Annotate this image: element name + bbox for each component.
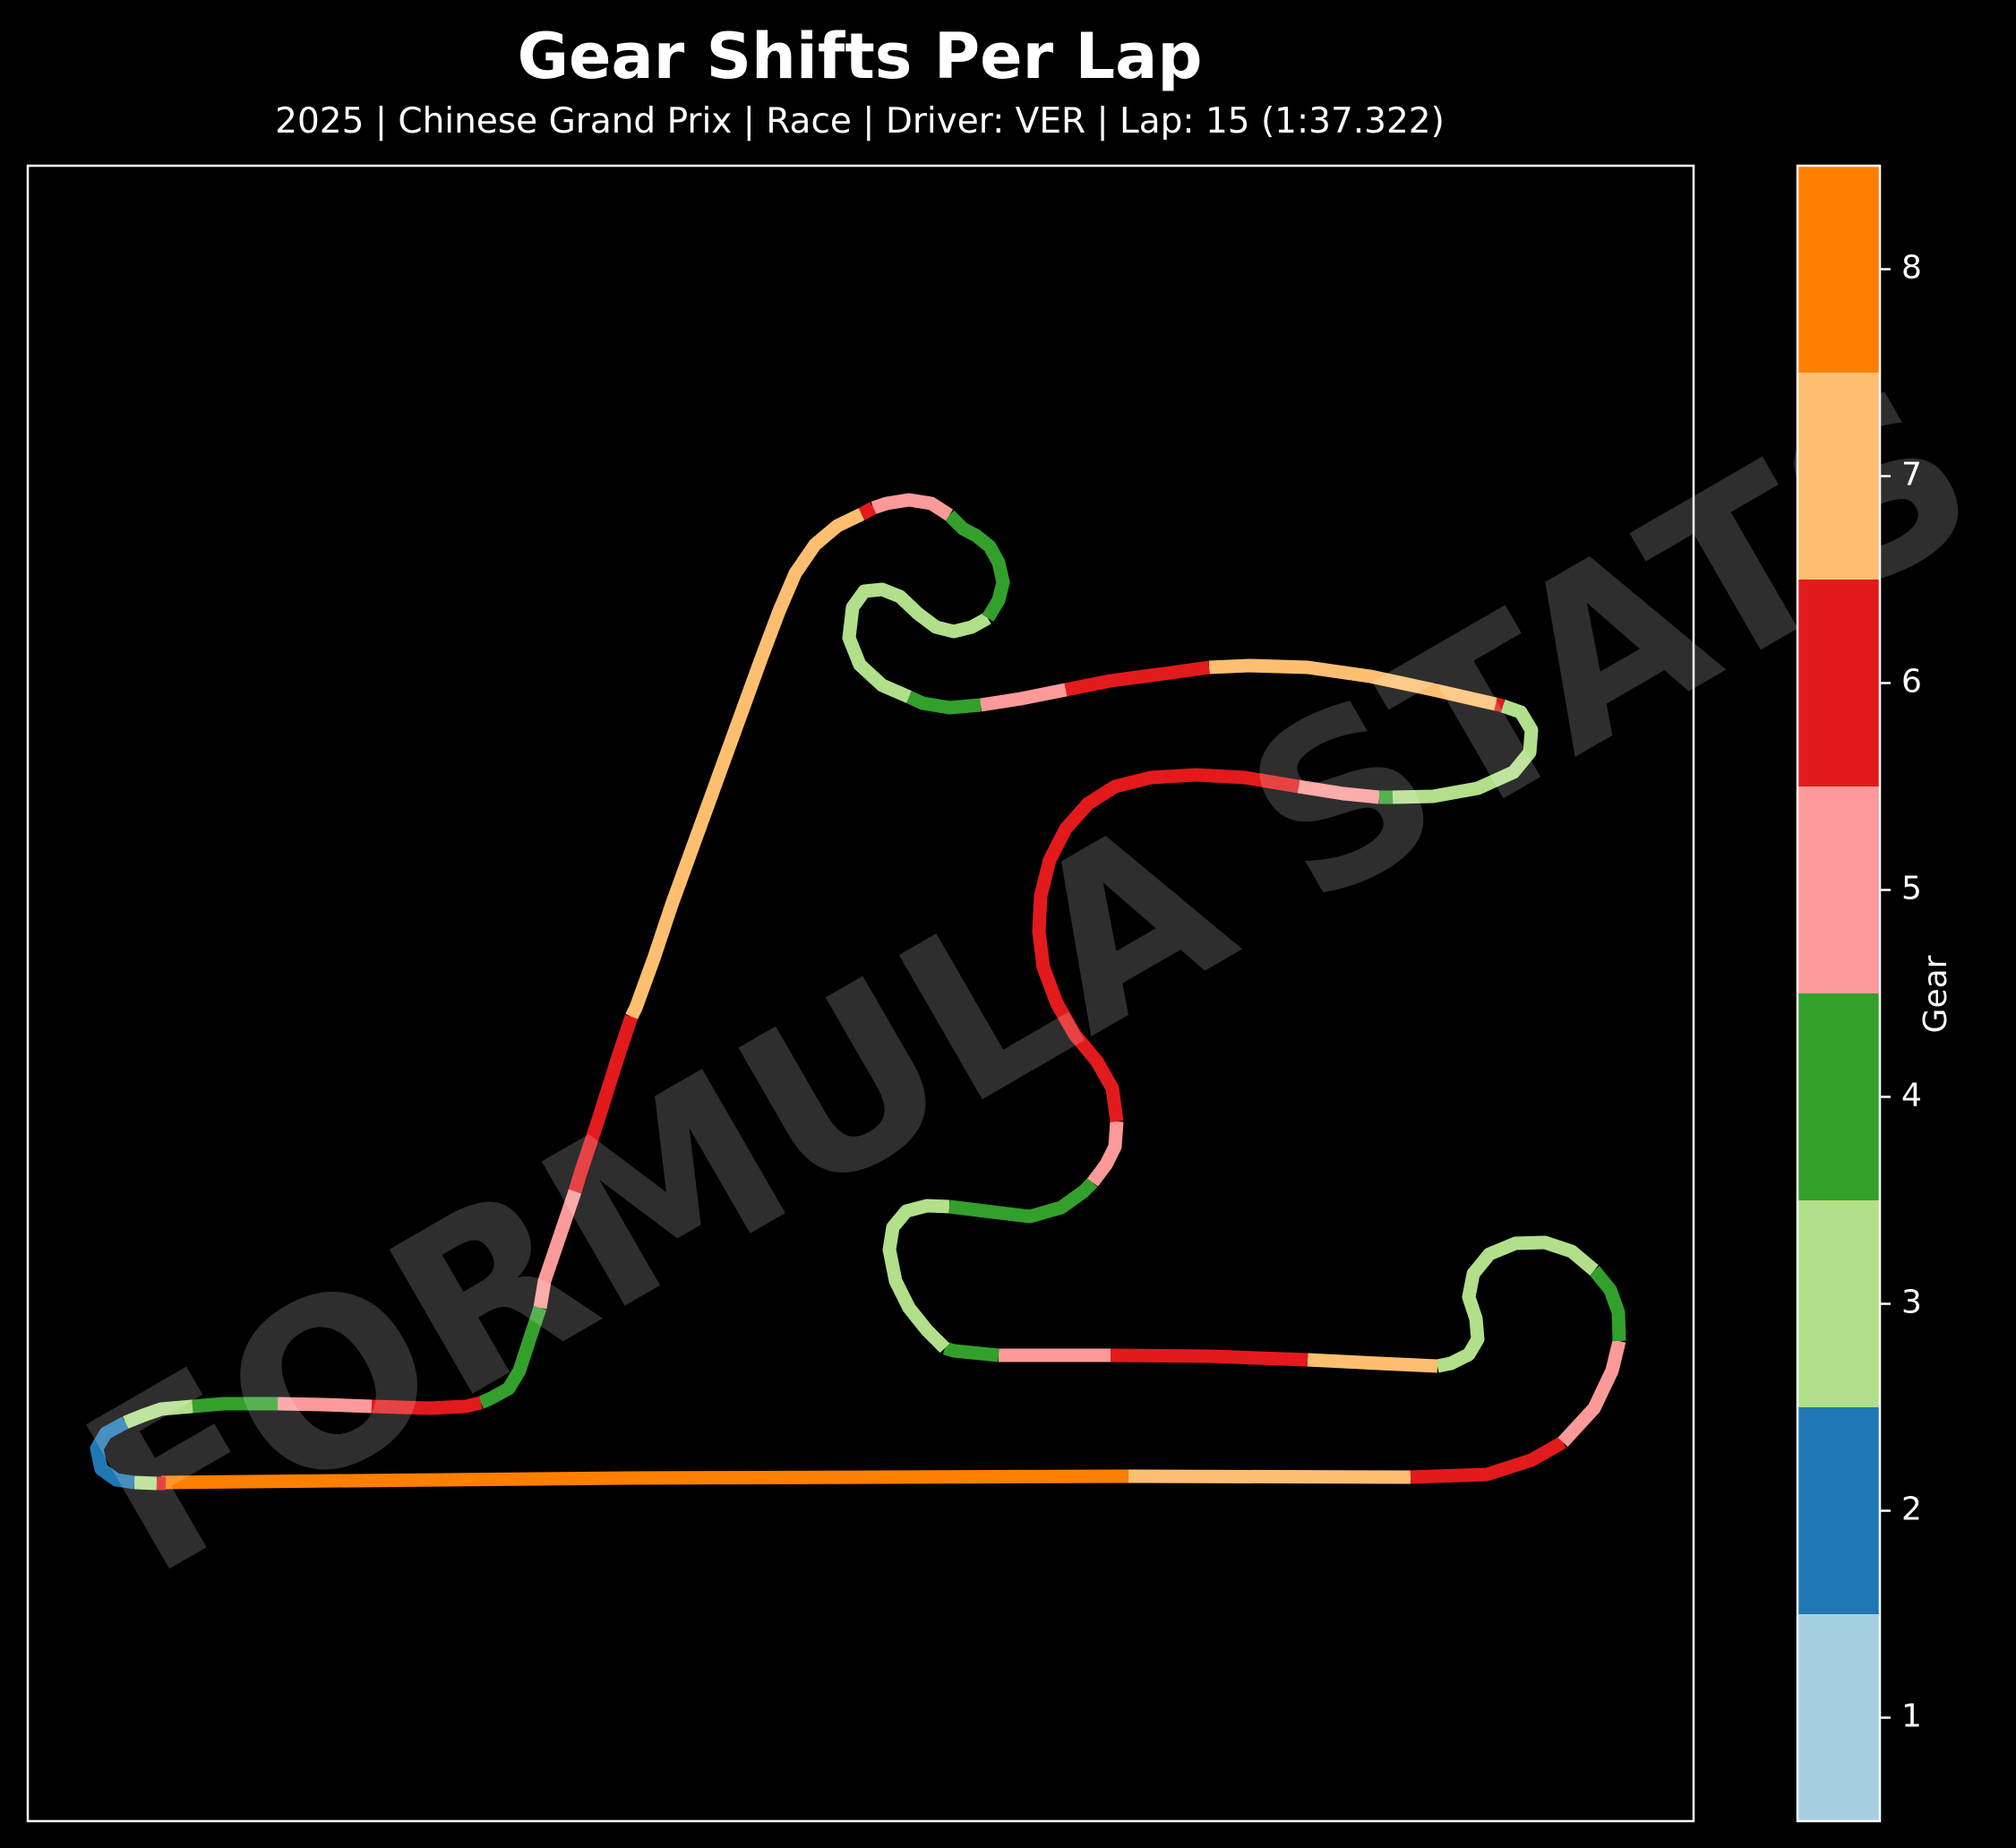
colorbar-tick-label-4: 4 xyxy=(1901,1078,1922,1114)
track-segment-gear-7 xyxy=(1307,1353,1438,1373)
track-segment-gear-6 xyxy=(1410,1436,1566,1484)
colorbar-band-7 xyxy=(1797,373,1880,580)
track-segment-gear-6 xyxy=(1494,697,1505,713)
track-segment-gear-5 xyxy=(1297,779,1380,804)
colorbar-band-2 xyxy=(1797,1407,1880,1614)
track-segment-gear-6 xyxy=(1110,1348,1308,1367)
track-segment-gear-7 xyxy=(1128,1469,1411,1484)
colorbar-band-6 xyxy=(1797,580,1880,786)
track-segment-gear-3 xyxy=(1392,699,1539,804)
colorbar-band-1 xyxy=(1797,1614,1880,1821)
colorbar-tick-label-5: 5 xyxy=(1901,871,1922,907)
track-segment-gear-4 xyxy=(948,1177,1098,1224)
plot-frame xyxy=(26,164,1695,1823)
colorbar-label: Gear xyxy=(1917,955,1954,1033)
track-segment-gear-5 xyxy=(871,493,954,521)
track-segment-gear-6 xyxy=(1064,660,1211,697)
colorbar-band-5 xyxy=(1797,786,1880,993)
track-segment-gear-5 xyxy=(533,1189,582,1310)
watermark: FORMULA STATS xyxy=(46,335,2016,1627)
colorbar-tick-label-2: 2 xyxy=(1901,1491,1922,1528)
colorbar-band-4 xyxy=(1797,993,1880,1200)
colorbar-band-8 xyxy=(1797,166,1880,373)
track-segment-gear-6 xyxy=(568,1014,639,1194)
track-segment-gear-6 xyxy=(1032,768,1300,1123)
track-segment-gear-3 xyxy=(123,1399,193,1429)
colorbar-band-3 xyxy=(1797,1200,1880,1407)
track-segment-gear-3 xyxy=(882,1199,950,1354)
track-segment-gear-3 xyxy=(842,582,991,703)
track-segment-gear-4 xyxy=(192,1397,278,1414)
track-segment-gear-6 xyxy=(371,1396,483,1415)
track-line xyxy=(90,493,1626,1491)
chart-title: Gear Shifts Per Lap xyxy=(517,20,1203,93)
track-segment-gear-5 xyxy=(979,683,1068,712)
colorbar-frame xyxy=(1796,164,1882,1823)
track-segment-gear-4 xyxy=(905,691,982,715)
track-segment-gear-6 xyxy=(858,502,877,520)
track-segment-gear-3 xyxy=(1436,1235,1599,1373)
gear-colorbar: 1 2 3 4 5 6 7 8 xyxy=(1796,164,1922,1823)
chart-subtitle: 2025 | Chinese Grand Prix | Race | Drive… xyxy=(275,101,1445,142)
colorbar-tick-label-3: 3 xyxy=(1901,1285,1922,1321)
track-segment-gear-4 xyxy=(1589,1266,1626,1342)
track-segment-gear-2 xyxy=(90,1416,136,1490)
track-segment-gear-4 xyxy=(477,1305,547,1409)
colorbar-tick-label-8: 8 xyxy=(1901,250,1922,287)
track-segment-gear-4 xyxy=(942,1341,999,1362)
track-segment-gear-5 xyxy=(1087,1121,1124,1187)
track-segment-gear-7 xyxy=(1208,658,1497,711)
track-segment-gear-7 xyxy=(625,508,865,1020)
track-segment-gear-4 xyxy=(944,510,1010,622)
track-segment-gear-8 xyxy=(160,1469,1129,1490)
colorbar-tick-label-6: 6 xyxy=(1901,664,1922,701)
colorbar-tick-label-7: 7 xyxy=(1901,457,1922,494)
colorbar-tick-label-1: 1 xyxy=(1901,1698,1922,1735)
track-segment-gear-5 xyxy=(277,1397,373,1414)
track-segment-gear-5 xyxy=(1557,1339,1626,1448)
